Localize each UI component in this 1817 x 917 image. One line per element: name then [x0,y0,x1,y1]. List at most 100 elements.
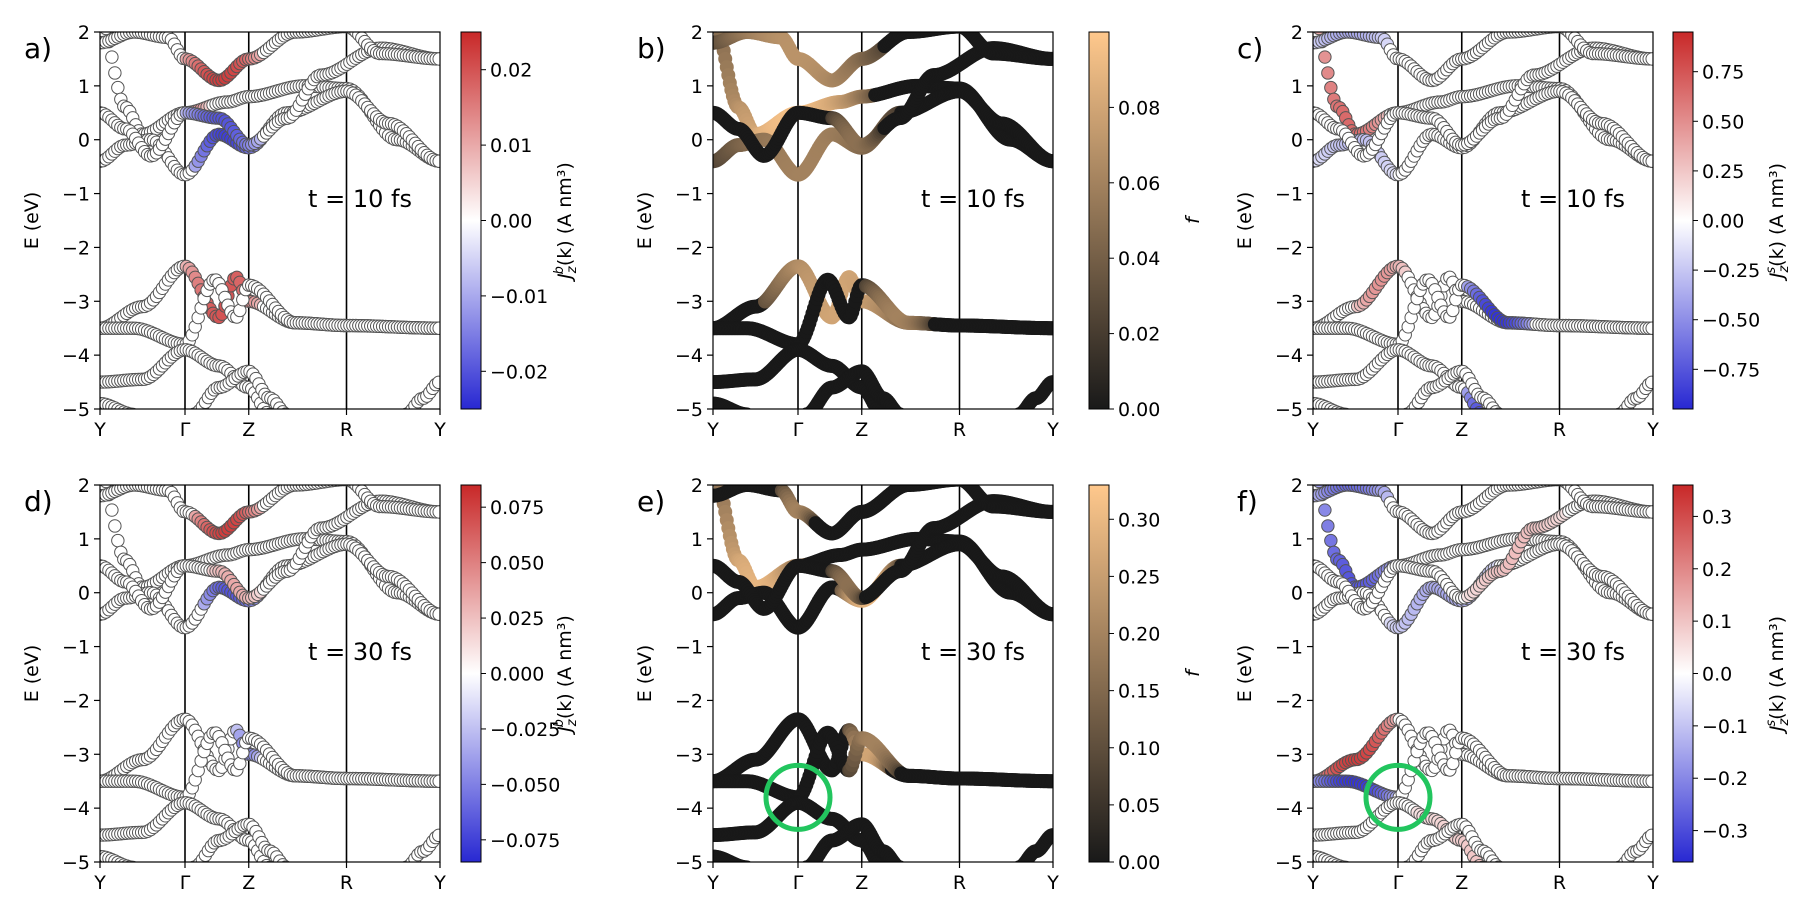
colorbar-tick-label: −0.01 [490,286,548,308]
colorbar-tick-label: 0.00 [490,211,532,233]
colorbar-label: f [1182,214,1204,224]
band-9 [1313,396,1350,409]
x-tick-label: Y [433,872,446,894]
band-point [342,32,351,34]
time-label: t = 10 fs [921,185,1025,213]
colorbar-label-sup: s [1764,267,1779,274]
y-tick-label: −1 [62,184,90,206]
band-point [1341,407,1350,409]
band-point [432,505,440,519]
y-tick-label: −1 [675,184,703,206]
plot-area [711,470,1053,862]
axes-frame [1312,31,1654,410]
colorbar-label-units: (A nm³) [1766,163,1788,241]
colorbar-label-base: J [554,273,576,283]
band-3 [713,485,1053,541]
y-axis-label: E (eV) [1234,192,1256,250]
panel-label: b) [637,32,666,65]
band-point [276,405,289,409]
band-point [339,485,348,487]
x-tick-label: Γ [180,872,191,894]
band-1 [713,537,1053,635]
band-5 [100,726,440,805]
y-tick-label: −3 [675,291,703,313]
y-tick-label: 1 [691,76,703,98]
band-point [1045,607,1053,622]
y-axis-label: E (eV) [634,192,656,250]
y-tick-label: 2 [78,475,90,497]
band-point [1645,154,1653,168]
y-tick-label: −1 [1275,184,1303,206]
y-tick-label: 1 [78,76,90,98]
plot-area [100,485,440,862]
band-point [108,519,122,533]
band-point [342,485,351,487]
x-tick-label: R [340,419,353,441]
band-8 [402,828,440,862]
y-tick-label: −4 [1275,345,1303,367]
colorbar-tick-label: 0.04 [1118,248,1160,270]
colorbar-label-sub: z [565,265,580,274]
plot-area [1313,32,1653,409]
y-tick-label: −3 [62,744,90,766]
colorbar-tick-label: 0.00 [1118,399,1160,421]
band-8 [1014,375,1053,409]
colorbar-label-sub: z [1777,264,1792,273]
x-tick-label: R [340,872,353,894]
plot-area [100,32,440,409]
band-point [336,32,346,34]
band-point [1645,52,1653,66]
y-tick-label: 2 [78,22,90,44]
time-label: t = 10 fs [308,185,412,213]
axes-frame [99,484,441,863]
y-tick-label: −4 [675,345,703,367]
panel-d: 210−1−2−3−4−5Y Γ Z R YE (eV)d)t = 30 fs0.075… [21,475,580,894]
band-7 [802,364,905,409]
band-point [111,80,125,95]
y-axis-label: E (eV) [21,645,43,703]
y-tick-label: 0 [691,130,703,152]
colorbar [460,484,482,863]
band-point [1645,321,1653,335]
y-tick-label: −2 [62,237,90,259]
colorbar-label: Jzs(k) (A nm³) [1764,163,1792,282]
band-point [1478,407,1487,409]
band-point [281,407,291,409]
band-point [711,470,725,484]
x-tick-label: Y [93,872,106,894]
band-5 [713,272,1053,352]
band-7 [1402,364,1504,409]
panel-e: 210−1−2−3−4−5Y Γ Z R YE (eV)e)t = 30 fs0.300… [634,470,1204,894]
band-point [711,17,725,31]
x-tick-label: Z [242,419,255,441]
band-9 [100,396,137,409]
band-point [105,50,119,64]
band-point [1615,407,1623,409]
band-3 [713,32,1053,88]
band-point [100,32,112,36]
colorbar [1088,31,1110,410]
colorbar-tick-label: −0.75 [1702,359,1760,381]
band-point [432,607,440,621]
band-point [1045,321,1053,336]
colorbar-tick-label: −0.25 [1702,260,1760,282]
y-tick-label: 1 [1291,76,1303,98]
band-point [432,828,440,843]
band-point [333,485,343,487]
band-point [1549,32,1559,34]
band-3 [1313,32,1653,88]
colorbar-label-units: (A nm³) [554,162,576,240]
y-tick-label: 0 [78,130,90,152]
y-tick-label: −3 [1275,291,1303,313]
x-tick-label: Γ [793,419,804,441]
y-tick-label: −5 [62,399,90,421]
band-point [402,407,410,409]
y-tick-label: −4 [62,345,90,367]
x-tick-label: Γ [180,419,191,441]
band-point [432,52,440,66]
y-tick-label: −2 [62,690,90,712]
band-point [1324,80,1338,95]
band-point [1045,375,1053,390]
x-tick-label: Y [93,419,106,441]
y-tick-label: −3 [62,291,90,313]
